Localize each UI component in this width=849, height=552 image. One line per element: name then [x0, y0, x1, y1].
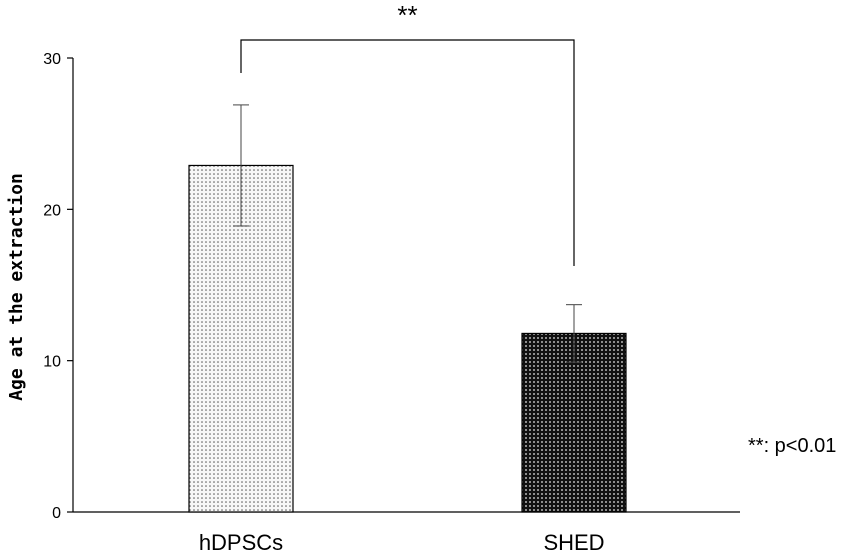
significance-mark: **: [397, 0, 417, 30]
significance-bracket: **: [240, 0, 575, 266]
bars: hDPSCs SHED: [188, 164, 627, 552]
axes: 0 10 20 30: [43, 51, 740, 522]
y-tick-label: 30: [43, 51, 61, 68]
bar-SHED: [521, 332, 627, 513]
x-tick-label: SHED: [543, 530, 604, 552]
x-tick-label: hDPSCs: [199, 530, 283, 552]
y-tick-label: 0: [52, 505, 61, 522]
y-tick-label: 10: [43, 354, 61, 371]
y-axis-label: Age at the extraction: [6, 173, 27, 401]
bracket-line: [240, 39, 575, 266]
p-value-note: **: p<0.01: [748, 435, 836, 457]
y-tick-label: 20: [43, 202, 61, 219]
error-bars: [233, 104, 582, 363]
